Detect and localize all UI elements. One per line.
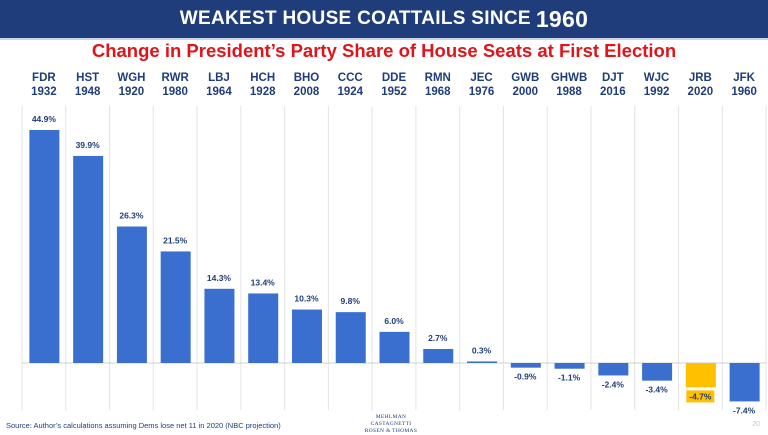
- bar: [160, 251, 191, 363]
- bar: [598, 363, 629, 376]
- chart-title: Change in President’s Party Share of Hou…: [91, 40, 677, 61]
- value-label: 10.3%: [294, 294, 319, 304]
- category-label-president: FDR: [32, 72, 56, 84]
- category-label-president: CCC: [338, 72, 363, 84]
- category-label-year: 1964: [206, 86, 232, 98]
- logo-line-2: ROSEN & THOMAS: [364, 428, 418, 434]
- value-label: 44.9%: [32, 114, 57, 124]
- banner-year: 1960: [535, 5, 589, 32]
- value-label: -0.9%: [514, 372, 537, 382]
- value-label: 21.5%: [163, 235, 188, 245]
- category-label-president: GHWB: [551, 72, 587, 84]
- value-label: 13.4%: [251, 277, 276, 287]
- category-label-year: 1992: [644, 86, 670, 98]
- category-label-year: 1948: [75, 86, 101, 98]
- bar: [510, 363, 541, 368]
- category-label-president: JEC: [470, 72, 492, 84]
- category-label-year: 2000: [512, 86, 538, 98]
- category-label-year: 1920: [119, 86, 145, 98]
- category-label-year: 1980: [162, 86, 188, 98]
- value-label: -1.1%: [558, 373, 581, 383]
- value-label: 9.8%: [341, 296, 361, 306]
- value-label-highlight-bg: [686, 390, 715, 403]
- category-label-president: WJC: [644, 72, 670, 84]
- bar: [379, 331, 410, 363]
- category-label-president: WGH: [117, 72, 145, 84]
- value-label: 6.0%: [384, 316, 404, 326]
- category-label-year: 2016: [600, 86, 626, 98]
- category-label-president: HST: [76, 72, 99, 84]
- category-label-year: 2008: [294, 86, 320, 98]
- bar: [335, 312, 366, 363]
- value-label: 39.9%: [76, 140, 101, 150]
- bar: [642, 363, 673, 381]
- value-label: -4.7%: [689, 391, 712, 401]
- category-label-president: JRB: [689, 72, 712, 84]
- category-label-president: RMN: [425, 72, 451, 84]
- category-label-president: GWB: [511, 72, 539, 84]
- category-label-president: BHO: [294, 72, 320, 84]
- bar: [291, 309, 322, 363]
- firm-logo: MEHLMAN CASTAGNETTI ROSEN & THOMAS: [356, 414, 426, 435]
- value-label: 14.3%: [207, 273, 232, 283]
- bar: [116, 226, 147, 363]
- category-label-year: 1924: [337, 86, 363, 98]
- value-label: 26.3%: [119, 211, 144, 221]
- category-label-president: HCH: [250, 72, 275, 84]
- bar: [729, 363, 760, 402]
- category-label-president: JFK: [733, 72, 755, 84]
- bar: [554, 363, 585, 369]
- title-banner: WEAKEST HOUSE COATTAILS SINCE 1960: [0, 0, 768, 40]
- source-note: Source: Author’s calculations assuming D…: [6, 421, 281, 430]
- category-label-president: RWR: [162, 72, 190, 84]
- value-label: -2.4%: [602, 379, 625, 389]
- category-label-year: 1968: [425, 86, 451, 98]
- value-label: -3.4%: [645, 385, 668, 395]
- bar: [685, 363, 716, 388]
- bar: [204, 288, 235, 363]
- category-label-year: 1976: [469, 86, 495, 98]
- category-label-president: LBJ: [208, 72, 230, 84]
- logo-line-1: MEHLMAN CASTAGNETTI: [370, 414, 412, 427]
- category-label-year: 1952: [381, 86, 407, 98]
- category-label-year: 1928: [250, 86, 276, 98]
- value-label: 0.3%: [472, 345, 492, 355]
- bar: [467, 361, 498, 363]
- category-label-year: 2020: [688, 86, 714, 98]
- category-label-year: 1932: [31, 86, 57, 98]
- value-label: -7.4%: [733, 405, 756, 415]
- bar: [73, 155, 104, 363]
- category-label-year: 1988: [556, 86, 582, 98]
- category-label-president: DDE: [382, 72, 407, 84]
- category-label-year: 1960: [731, 86, 757, 98]
- page-number: 20: [752, 421, 760, 428]
- bar: [29, 130, 60, 363]
- bar: [423, 348, 454, 363]
- value-label: 2.7%: [428, 333, 448, 343]
- bar: [248, 293, 279, 363]
- banner-title: WEAKEST HOUSE COATTAILS SINCE: [179, 8, 531, 29]
- category-label-president: DJT: [602, 72, 624, 84]
